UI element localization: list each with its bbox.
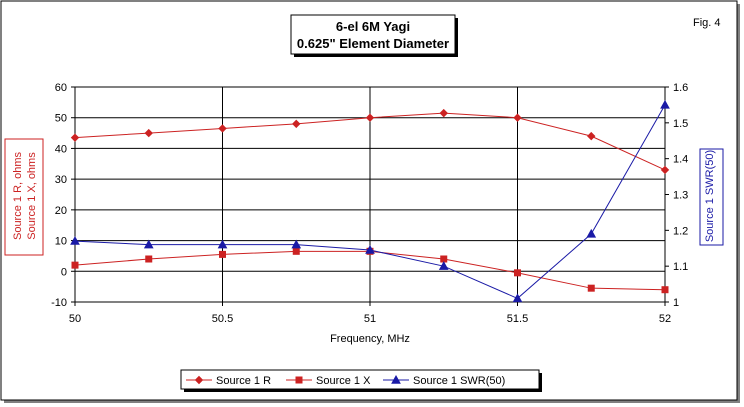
x-tick-label: 50.5 bbox=[212, 313, 233, 325]
y-right-tick-label: 1.4 bbox=[673, 154, 688, 166]
legend-label-source-1-swr-50: Source 1 SWR(50) bbox=[413, 375, 505, 387]
legend-label-source-1-r: Source 1 R bbox=[216, 375, 271, 387]
chart-title: 6-el 6M Yagi bbox=[336, 19, 410, 34]
y-left-tick-label: -10 bbox=[51, 297, 67, 309]
point-source-1-x bbox=[514, 269, 521, 277]
y-left-tick-label: 0 bbox=[61, 266, 67, 278]
y-right-tick-label: 1 bbox=[673, 297, 679, 309]
point-source-1-r bbox=[660, 165, 670, 175]
y-right-axis-title: Source 1 SWR(50) bbox=[704, 150, 716, 242]
point-source-1-x bbox=[292, 247, 300, 255]
y-left-title-box bbox=[4, 138, 44, 256]
point-source-1-r bbox=[292, 119, 301, 129]
point-source-1-r bbox=[439, 108, 448, 118]
point-source-1-swr-50 bbox=[512, 293, 523, 303]
point-source-1-swr-50 bbox=[143, 239, 154, 249]
y-left-axis-title-line1: Source 1 R, ohms bbox=[12, 151, 24, 240]
point-source-1-swr-50 bbox=[586, 228, 597, 238]
figure-label: Fig. 4 bbox=[693, 17, 721, 29]
point-source-1-x bbox=[661, 286, 669, 294]
point-source-1-r bbox=[70, 133, 80, 142]
x-tick-label: 52 bbox=[659, 313, 671, 325]
point-source-1-swr-50 bbox=[70, 236, 80, 245]
point-source-1-r bbox=[365, 113, 375, 122]
y-left-tick-label: 50 bbox=[55, 113, 67, 125]
chart-frame bbox=[0, 0, 738, 401]
y-left-tick-label: 30 bbox=[55, 174, 67, 186]
y-left-tick-label: 40 bbox=[55, 143, 67, 155]
y-right-title-box bbox=[699, 148, 724, 246]
point-source-1-x bbox=[145, 255, 153, 263]
y-left-tick-label: 60 bbox=[55, 82, 67, 94]
y-left-tick-label: 20 bbox=[55, 205, 67, 217]
legend-box bbox=[180, 369, 540, 390]
point-source-1-x bbox=[219, 250, 226, 258]
legend-label-source-1-x: Source 1 X bbox=[316, 375, 371, 387]
legend-marker-source-1-x bbox=[295, 376, 303, 384]
y-right-tick-label: 1.6 bbox=[673, 82, 688, 94]
chart-subtitle: 0.625" Element Diameter bbox=[297, 36, 449, 51]
legend-marker-source-1-r bbox=[194, 375, 204, 385]
point-source-1-swr-50 bbox=[660, 99, 670, 109]
point-source-1-r bbox=[218, 124, 227, 133]
y-left-axis-title-line2: Source 1 X, ohms bbox=[26, 152, 38, 240]
title-box bbox=[290, 14, 456, 55]
y-right-tick-label: 1.5 bbox=[673, 118, 688, 130]
point-source-1-swr-50 bbox=[291, 239, 302, 249]
point-source-1-x bbox=[440, 255, 448, 263]
y-right-tick-label: 1.2 bbox=[673, 225, 688, 237]
point-source-1-x bbox=[587, 284, 595, 292]
y-left-tick-label: 10 bbox=[55, 236, 67, 248]
x-tick-label: 51.5 bbox=[507, 313, 528, 325]
series-layer bbox=[70, 99, 670, 303]
point-source-1-r bbox=[513, 113, 522, 122]
x-axis-title: Frequency, MHz bbox=[330, 333, 410, 345]
y-right-tick-label: 1.1 bbox=[673, 261, 688, 273]
point-source-1-swr-50 bbox=[217, 239, 228, 249]
legend: Source 1 R Source 1 X Source 1 SWR(50) bbox=[186, 374, 505, 387]
point-source-1-x bbox=[71, 261, 79, 269]
x-tick-label: 51 bbox=[364, 313, 376, 325]
x-tick-label: 50 bbox=[69, 313, 81, 325]
y-right-tick-label: 1.3 bbox=[673, 190, 688, 202]
point-source-1-swr-50 bbox=[438, 261, 449, 270]
point-source-1-r bbox=[587, 131, 596, 141]
point-source-1-r bbox=[144, 128, 153, 138]
point-source-1-swr-50 bbox=[365, 245, 375, 254]
legend-marker-source-1-swr-50 bbox=[391, 374, 401, 384]
